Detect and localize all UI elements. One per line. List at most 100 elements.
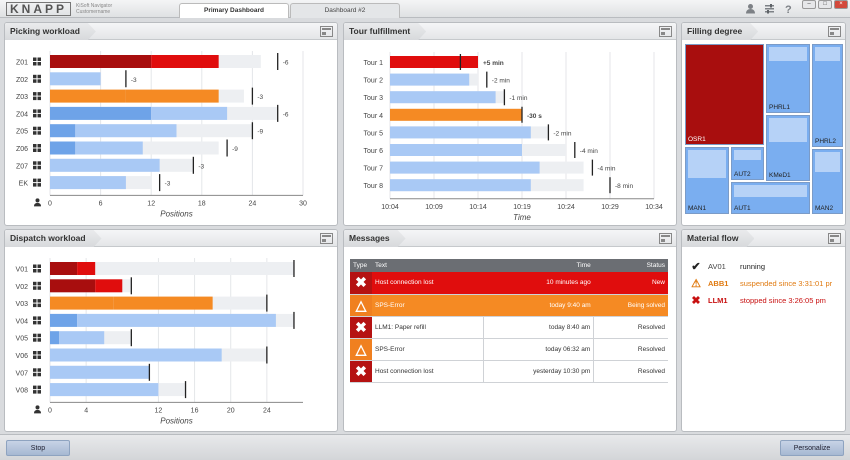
close-button[interactable]: ×: [834, 0, 848, 9]
message-row[interactable]: △ SPS-Error today 06:32 am Resolved: [350, 338, 668, 361]
tick-label: 12: [147, 200, 155, 207]
logo-mark: KNAPP: [6, 2, 72, 16]
treemap-tile[interactable]: OSR1: [685, 44, 764, 145]
bar-segment: [50, 348, 222, 362]
help-icon[interactable]: ?: [783, 3, 794, 14]
settings-icon[interactable]: [764, 3, 775, 14]
station-icon-part: [33, 320, 37, 325]
material-flow-item[interactable]: ✖ LLM1 stopped since 3:26:05 pm: [690, 294, 826, 307]
treemap-tile[interactable]: PHRL2: [812, 44, 843, 147]
station-icon: [33, 74, 41, 83]
station-icon: [33, 161, 41, 170]
bar-segment: [390, 161, 540, 174]
logo-product: KiSoft Navigator: [76, 3, 113, 9]
message-row[interactable]: ✖ LLM1: Paper refill today 8:40 am Resolved: [350, 316, 668, 339]
col-type[interactable]: Type: [350, 259, 372, 272]
col-time[interactable]: Time: [483, 259, 594, 272]
message-text: LLM1: Paper refill: [372, 316, 484, 339]
treemap-tile[interactable]: MAN2: [812, 149, 843, 214]
svg-text:?: ?: [785, 4, 792, 14]
dispatch-workload-panel: Dispatch workload V01 V02 V03 V04 V05 V06 V07 V…: [4, 229, 338, 432]
station-icon-part: [33, 372, 37, 377]
message-type-error-icon: ✖: [350, 316, 372, 339]
panel-menu-icon[interactable]: [828, 26, 841, 37]
panel-menu-icon[interactable]: [828, 233, 841, 244]
panel-menu-icon[interactable]: [659, 233, 672, 244]
station-icon-part: [33, 316, 37, 320]
row-label: Z02: [16, 77, 28, 84]
station-icon-part: [37, 368, 41, 372]
message-time: 10 minutes ago: [483, 272, 594, 295]
warning-icon: ⚠: [691, 278, 701, 290]
row-label: Tour 4: [364, 113, 384, 120]
bar-segment: [50, 296, 114, 310]
stop-button[interactable]: Stop: [6, 440, 70, 456]
station-icon-part: [33, 385, 37, 390]
delta-label: -2 min: [492, 78, 510, 85]
message-row[interactable]: ✖ Host connection lost 10 minutes ago New: [350, 272, 668, 295]
bar-segment: [75, 141, 143, 155]
row-label: Z06: [16, 146, 28, 153]
station-icon: [33, 109, 41, 118]
user-icon[interactable]: [745, 3, 756, 14]
maximize-button[interactable]: □: [818, 0, 832, 9]
bar-segment: [50, 55, 152, 68]
check-icon: ✔: [691, 261, 701, 273]
bar-segment: [390, 56, 478, 68]
tab-primary-dashboard[interactable]: Primary Dashboard: [179, 3, 289, 18]
filling-treemap: OSR1 PHRL1 PHRL2 KMeD1 AUT2 MAN1 AUT1 MA…: [685, 44, 843, 214]
material-flow-item[interactable]: ⚠ ABB1 suspended since 3:31:01 pr: [690, 277, 832, 290]
station-icon-part: [37, 165, 41, 170]
treemap-tile[interactable]: KMeD1: [766, 115, 810, 181]
tile-label: PHRL2: [815, 138, 836, 145]
panel-menu-icon[interactable]: [320, 233, 333, 244]
personalize-button[interactable]: Personalize: [780, 440, 844, 456]
row-label: V06: [16, 353, 29, 360]
tile-label: MAN2: [815, 205, 834, 212]
message-text: SPS-Error: [372, 294, 484, 317]
station-icon-part: [37, 333, 41, 338]
station-icon-part: [33, 351, 37, 355]
picking-workload-chart: Z01 -6 Z02 -3 Z03 -3 Z04 -6 Z05 -9 Z06 -9 Z07 -3 EK -3 0…: [16, 51, 307, 218]
tick-label: 10:04: [381, 204, 399, 211]
delta-label: -8 min: [615, 183, 633, 190]
treemap-tile[interactable]: MAN1: [685, 147, 729, 214]
delta-label: -6: [283, 60, 289, 67]
row-label: Tour 8: [364, 183, 384, 190]
tile-label: MAN1: [688, 205, 707, 212]
row-label: Tour 1: [364, 60, 384, 67]
message-status: New: [593, 272, 668, 295]
delta-label: -3: [257, 94, 263, 101]
knapp-logo: KNAPP KiSoft Navigator Customername: [6, 2, 112, 16]
footer-bar: Stop Personalize: [0, 434, 850, 460]
treemap-tile[interactable]: AUT1: [731, 182, 810, 214]
col-text[interactable]: Text: [372, 259, 484, 272]
station-icon-part: [33, 368, 37, 372]
treemap-tile[interactable]: AUT2: [731, 147, 764, 180]
bar-segment: [50, 158, 160, 172]
message-row[interactable]: △ SPS-Error today 9:40 am Being solved: [350, 294, 668, 317]
material-flow-item[interactable]: ✔ AV01 running: [690, 260, 765, 273]
panel-title: Material flow: [682, 230, 754, 247]
panel-menu-icon[interactable]: [320, 26, 333, 37]
station-icon-part: [37, 178, 41, 183]
tick-label: 24: [263, 407, 271, 414]
message-row[interactable]: ✖ Host connection lost yesterday 10:30 pm R…: [350, 360, 668, 383]
row-label: Z01: [16, 60, 28, 67]
tick-label: 10:19: [513, 204, 531, 211]
col-status[interactable]: Status: [593, 259, 668, 272]
tick-label: 10:34: [645, 204, 663, 211]
station-icon-part: [33, 299, 37, 303]
bar-segment: [50, 141, 76, 155]
station-icon-part: [33, 96, 37, 101]
tab-dashboard-2[interactable]: Dashboard #2: [290, 3, 400, 18]
bar-segment: [50, 262, 78, 275]
minimize-button[interactable]: –: [802, 0, 816, 9]
bar-segment: [59, 331, 105, 345]
panel-menu-icon[interactable]: [659, 26, 672, 37]
bar-segment: [390, 108, 522, 121]
track-bar: [50, 262, 294, 275]
station-icon-part: [33, 109, 37, 113]
message-status: Resolved: [593, 316, 668, 339]
treemap-tile[interactable]: PHRL1: [766, 44, 810, 113]
